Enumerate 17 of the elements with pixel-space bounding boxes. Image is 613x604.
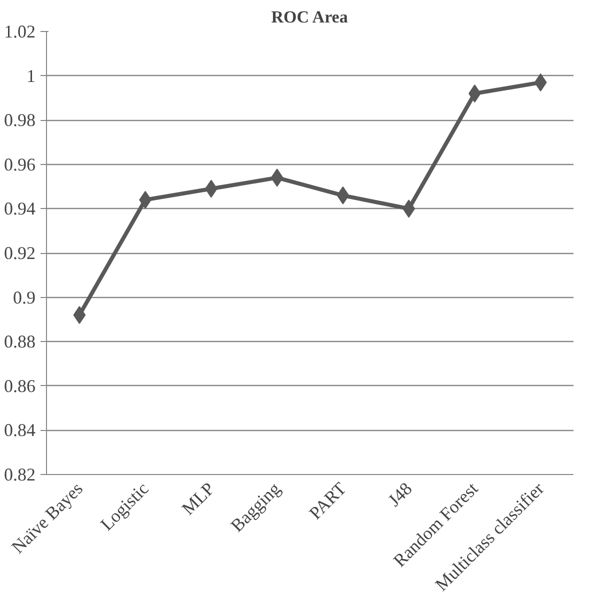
y-tick-label: 0.82: [4, 464, 36, 484]
chart-title: ROC Area: [271, 8, 348, 26]
point: [270, 168, 284, 187]
y-tick-label: 0.88: [4, 332, 36, 352]
y-tick-label: 0.98: [4, 110, 36, 130]
y-tick-label: 0.94: [4, 198, 36, 219]
y-tick-label: 1.02: [4, 22, 36, 42]
point: [73, 306, 86, 324]
y-tick-label: 0.84: [4, 420, 36, 440]
point: [534, 73, 547, 92]
point: [336, 186, 350, 204]
y-tick-label: 0.92: [4, 243, 36, 263]
x-tick-label: J48: [384, 478, 416, 510]
y-tick-label: 0.86: [4, 376, 36, 396]
y-tick-label: 0.9: [13, 287, 36, 308]
y-tick-label: 1: [26, 66, 36, 86]
y-tick-label: 0.96: [4, 154, 36, 174]
